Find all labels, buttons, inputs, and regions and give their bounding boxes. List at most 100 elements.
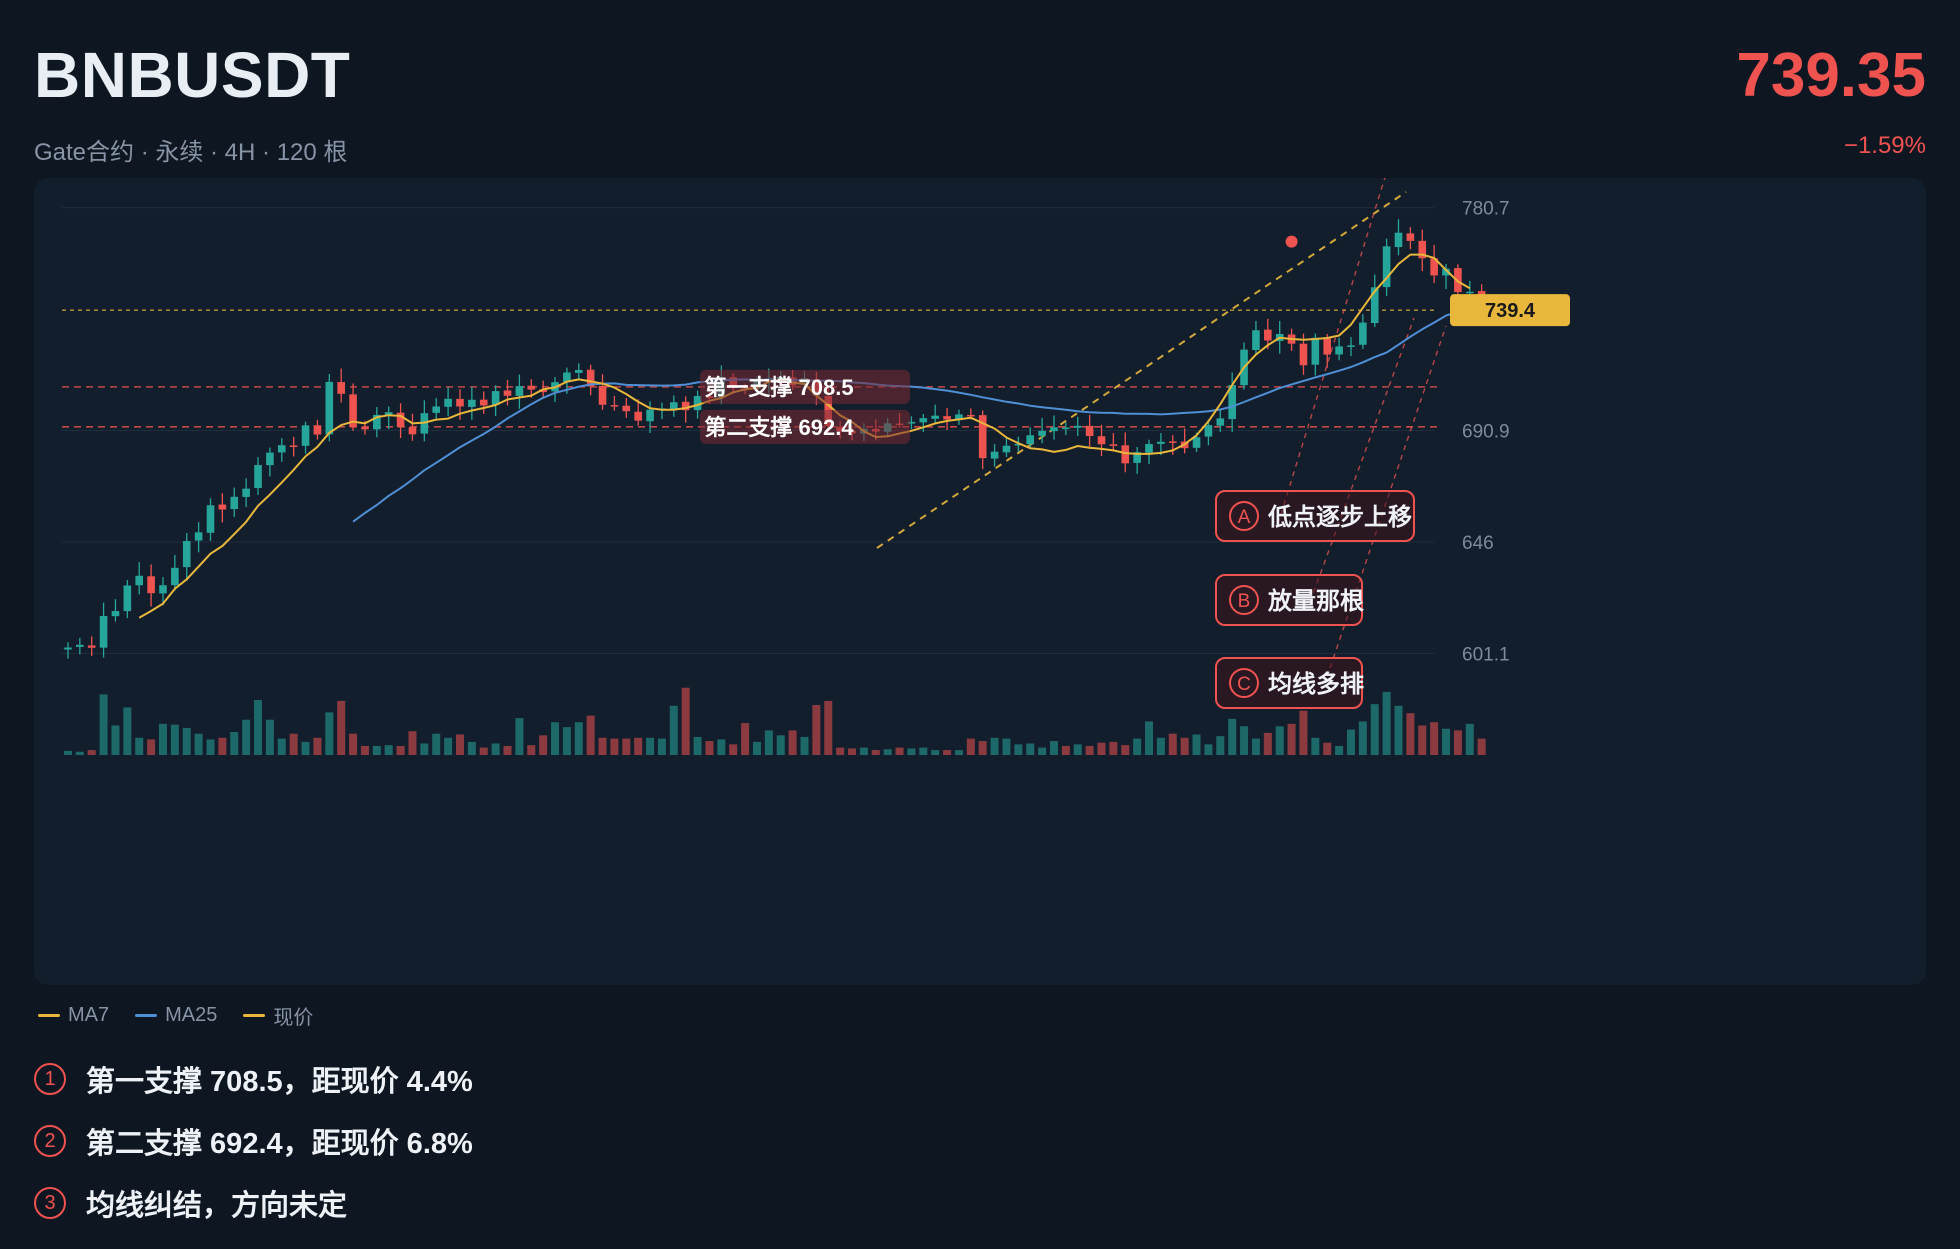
volume-bar [158,723,167,755]
candle [670,402,678,410]
volume-bar [681,687,690,755]
candle [622,405,631,412]
candle [147,576,155,594]
ma25-line [352,305,1482,523]
volume-bar [396,745,405,755]
candle [1228,385,1236,420]
volume-bar [1156,737,1165,755]
volume-bar [1251,738,1260,755]
legend-ma7: MA7 [38,1004,109,1027]
candle [1465,291,1474,294]
volume-bar [1192,734,1201,755]
legend-ma25-label: MA25 [165,1003,218,1026]
volume-bar [372,745,381,755]
volume-bar [788,730,797,755]
volume-bar [622,738,631,755]
note-number: 3 [34,1187,66,1219]
candlestick-chart[interactable]: 780.7 690.9 646 601.1 第一支撑 708.5 第二支撑 692.4 73… [34,178,1926,985]
legend-current-label: 现价 [273,1006,314,1029]
rising-trendline [876,191,1407,549]
volume-bar [135,737,144,755]
candle [1050,427,1058,432]
candle [527,385,536,390]
volume-bar [669,705,678,755]
volume-bar [491,743,500,755]
candle [230,496,239,510]
volume-bar [693,736,702,755]
candle [1121,445,1130,464]
volume-bar [182,727,191,755]
candle [1204,425,1213,437]
candle [1311,337,1320,365]
candle [539,389,547,393]
volume-bar [551,722,560,755]
candle [1323,337,1332,355]
volume-bar [966,738,975,755]
y-tick-label: 601.1 [1462,644,1510,665]
volume-bar [1323,742,1332,755]
candle [242,488,250,497]
volume-bar [717,739,726,755]
volume-bar [1465,723,1474,755]
candle [444,398,452,407]
candle [349,394,357,428]
volume-bar [634,737,643,755]
candle [1168,441,1177,443]
volume-bar [1145,721,1154,755]
support-label-bg [700,409,910,444]
volume-bar [1275,726,1284,755]
volume-bar [1477,738,1486,755]
support-label: 第二支撑 692.4 [704,415,854,440]
annotation-box [1215,490,1415,542]
candle [955,414,963,420]
volume-bar [954,750,963,755]
annotation-text: 均线多排 [1268,670,1364,698]
volume-bar [1228,718,1237,755]
volume-bar [1346,729,1355,755]
candle [456,398,464,407]
volume-bar [598,737,607,755]
candle [325,381,334,435]
volume-bar [265,719,274,755]
candle [1264,329,1272,341]
candle [1418,240,1427,259]
candle [159,585,167,594]
volume-bar [562,727,571,755]
volume-bar [360,745,369,755]
volume-bar [1097,742,1106,755]
volume-bar [242,719,251,755]
volume-bar [836,747,845,755]
volume-bar [289,733,298,755]
volume-bar [741,723,750,755]
volume-bar [657,738,666,755]
candle [1335,346,1343,355]
note-item: 1 第一支撑 708.5，距现价 4.4% [34,1048,473,1110]
channel-line [1277,178,1386,525]
candle [479,399,488,406]
note-text: 第二支撑 692.4，距现价 6.8% [86,1128,473,1160]
symbol-title: BNBUSDT [34,39,351,111]
candle [931,415,939,419]
y-tick-label: 690.9 [1462,422,1510,443]
volume-bar [1287,723,1296,755]
volume-bar [907,748,916,755]
volume-bar [990,737,999,755]
candle [491,391,500,405]
volume-bar [1442,728,1451,755]
candle [171,567,179,586]
candle [384,412,393,416]
volume-bar [194,733,203,755]
volume-bar [1299,710,1308,755]
volume-bar [1311,737,1320,755]
volume-bar [978,741,987,755]
header: BNBUSDT Gate合约 · 永续 · 4H · 120 根 739.35 … [34,38,1926,168]
candle [1359,322,1367,345]
candle [396,412,405,428]
volume-bar [87,750,96,755]
volume-bar [1240,726,1249,755]
chart-panel[interactable]: 780.7 690.9 646 601.1 第一支撑 708.5 第二支撑 692.4 73… [34,178,1926,985]
volume-bar [1204,744,1213,755]
candle [1026,435,1035,445]
volume-bar [729,744,738,755]
candle [277,445,286,453]
